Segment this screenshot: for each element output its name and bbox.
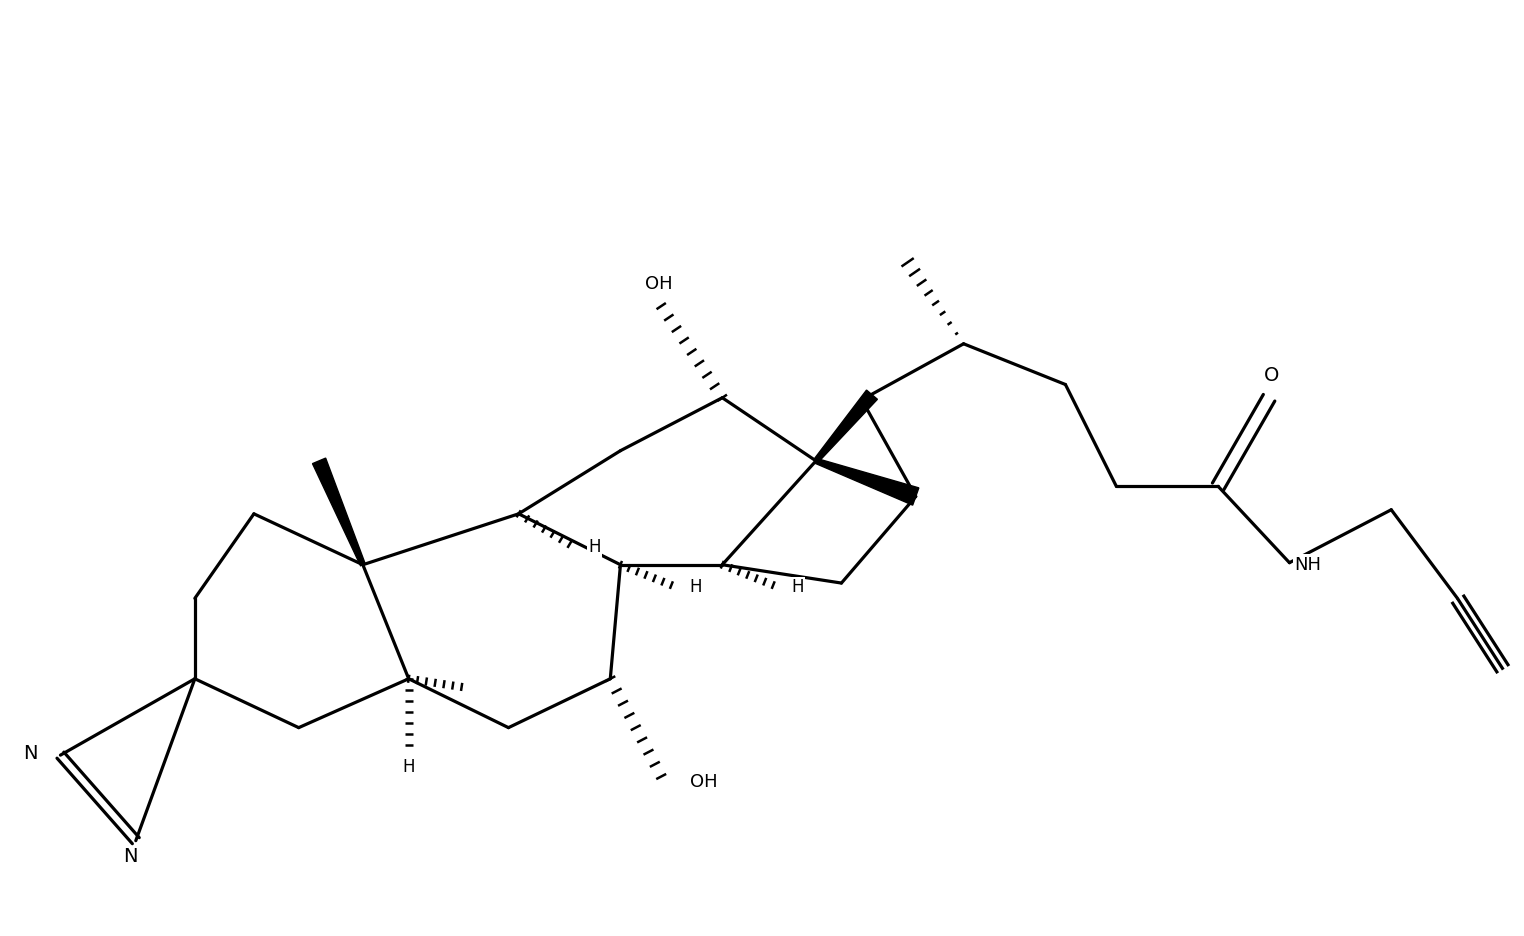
Text: N: N	[23, 743, 38, 763]
Text: N: N	[123, 847, 139, 867]
Text: O: O	[1263, 366, 1279, 385]
Text: NH: NH	[1294, 556, 1321, 574]
Polygon shape	[814, 390, 878, 462]
Text: OH: OH	[690, 772, 718, 791]
Text: H: H	[690, 578, 703, 596]
Text: H: H	[791, 578, 805, 596]
Text: H: H	[588, 538, 600, 556]
Text: H: H	[402, 758, 415, 776]
Polygon shape	[815, 459, 919, 505]
Polygon shape	[312, 458, 366, 565]
Text: OH: OH	[645, 274, 674, 293]
